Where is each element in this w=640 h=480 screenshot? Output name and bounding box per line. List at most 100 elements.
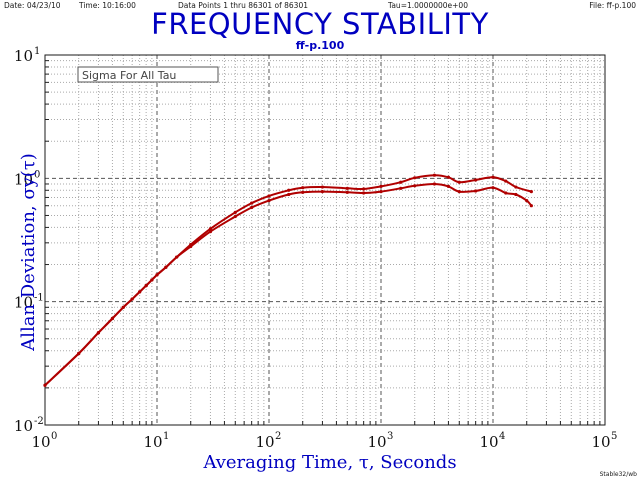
x-axis-title: Averaging Time, τ, Seconds — [202, 452, 456, 473]
data-point — [345, 186, 349, 190]
series-line-2 — [44, 182, 533, 387]
data-point — [457, 180, 461, 184]
data-point — [250, 201, 254, 205]
data-point — [301, 190, 305, 194]
data-point — [208, 229, 213, 234]
data-point — [504, 191, 508, 195]
chart-subtitle: ff-p.100 — [295, 39, 345, 52]
data-point — [267, 194, 271, 198]
data-point — [413, 176, 417, 180]
data-point — [362, 187, 366, 191]
data-point — [446, 175, 451, 179]
data-point — [250, 205, 254, 210]
y-tick-label: 10 -1 — [14, 293, 44, 312]
svg-text:3: 3 — [387, 431, 393, 442]
chart-title: FREQUENCY STABILITY — [151, 7, 489, 41]
data-point — [110, 316, 115, 321]
y-tick-label: 10 -2 — [14, 416, 44, 435]
data-point — [287, 188, 291, 192]
y-axis-title: Allan Deviation, σy(τ) — [18, 153, 39, 352]
x-tick-label: 10 2 — [255, 431, 281, 451]
svg-text:10: 10 — [143, 433, 162, 451]
header-file: File: ff-p.100 — [589, 1, 636, 10]
data-point — [96, 331, 101, 335]
svg-text:0: 0 — [34, 169, 40, 180]
plot-frame — [44, 54, 606, 426]
data-point — [504, 179, 508, 183]
svg-text:10: 10 — [14, 294, 33, 312]
svg-text:10: 10 — [31, 433, 50, 451]
data-point — [233, 210, 237, 214]
data-point — [164, 265, 168, 269]
data-point — [432, 182, 437, 186]
data-point — [77, 351, 81, 356]
data-point — [399, 180, 403, 184]
x-tick-label: 10 1 — [143, 431, 169, 451]
svg-text:0: 0 — [51, 431, 57, 442]
data-point — [175, 255, 179, 259]
footnote: Stable32/wb — [599, 471, 637, 478]
data-point — [529, 204, 533, 208]
series-line-1 — [44, 174, 532, 387]
data-point — [287, 192, 291, 197]
svg-text:10: 10 — [367, 433, 386, 451]
data-point — [130, 297, 134, 301]
y-tick-label: 10 0 — [14, 169, 40, 188]
data-point — [233, 214, 237, 219]
annotation-text: Sigma For All Tau — [82, 69, 176, 82]
data-point — [138, 290, 142, 294]
data-point — [514, 192, 518, 197]
svg-text:10: 10 — [14, 417, 33, 435]
svg-text:-2: -2 — [34, 416, 44, 427]
data-point — [189, 244, 193, 249]
data-point — [320, 185, 325, 189]
data-point — [413, 184, 417, 188]
header-time: Time: 10:16:00 — [79, 1, 136, 10]
header-date: Date: 04/23/10 — [4, 1, 61, 10]
data-point — [514, 185, 518, 189]
data-point — [399, 186, 403, 190]
svg-text:10: 10 — [14, 47, 33, 65]
svg-text:10: 10 — [479, 433, 498, 451]
header-data-points: Data Points 1 thru 86301 of 86301 — [178, 1, 308, 10]
data-point — [150, 278, 154, 282]
data-point — [491, 175, 495, 179]
svg-text:4: 4 — [499, 431, 505, 442]
x-tick-label: 10 0 — [31, 431, 57, 451]
data-point — [301, 186, 305, 190]
data-point — [379, 190, 383, 194]
data-point — [345, 190, 349, 194]
data-point — [474, 189, 478, 193]
y-tick-label: 10 1 — [14, 46, 40, 65]
grid-lines — [45, 55, 605, 425]
x-tick-label: 10 5 — [591, 431, 617, 451]
data-point — [320, 190, 325, 194]
x-tick-label: 10 3 — [367, 431, 393, 451]
data-point — [457, 190, 461, 194]
x-tick-label: 10 4 — [479, 431, 505, 451]
data-point — [432, 173, 437, 177]
data-point — [525, 198, 529, 203]
data-point — [446, 184, 451, 189]
svg-text:1: 1 — [34, 46, 40, 57]
data-point — [121, 305, 125, 309]
svg-text:1: 1 — [163, 431, 169, 442]
series-group — [43, 173, 533, 387]
data-point — [379, 184, 383, 189]
data-point — [43, 383, 47, 387]
svg-text:-1: -1 — [34, 293, 44, 304]
data-point — [491, 186, 495, 190]
data-point — [267, 198, 271, 203]
axis-ticks: 10 0 10 1 10 2 10 3 10 4 10 510 -210 -110 010 1 — [14, 46, 617, 451]
svg-text:2: 2 — [275, 431, 281, 442]
data-point — [474, 178, 478, 182]
data-point — [362, 191, 366, 195]
data-point — [144, 283, 148, 288]
svg-text:10: 10 — [255, 433, 274, 451]
data-point — [155, 273, 159, 277]
data-point — [529, 190, 533, 194]
header-tau: Tau=1.0000000e+00 — [388, 1, 468, 10]
svg-text:5: 5 — [611, 431, 617, 442]
annotation-box: Sigma For All Tau — [77, 66, 219, 83]
